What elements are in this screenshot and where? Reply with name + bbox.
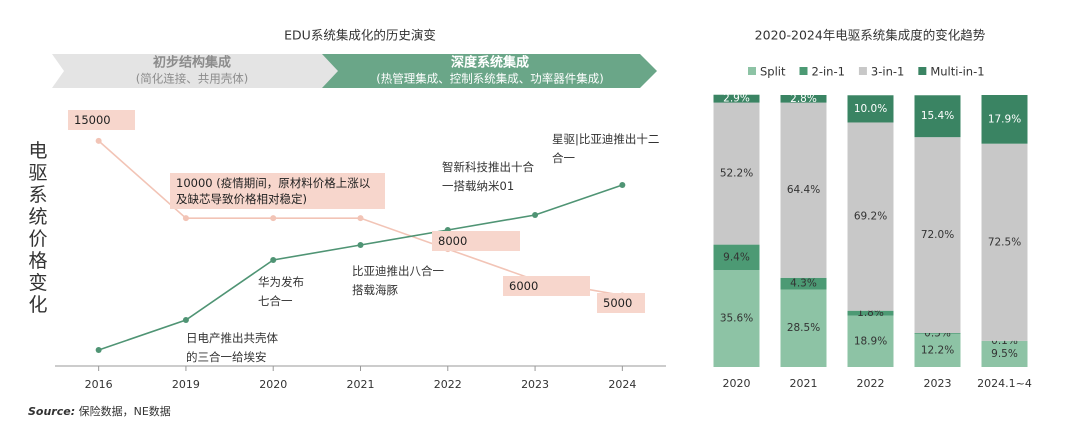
bar-segment bbox=[981, 341, 1028, 367]
bar-segment bbox=[847, 315, 894, 367]
annotation: 华为发布七合一 bbox=[258, 275, 304, 308]
left-title: EDU系统集成化的历史演变 bbox=[284, 28, 436, 43]
data-label: 15.4% bbox=[921, 110, 954, 122]
point bbox=[357, 215, 364, 222]
x-tick-label: 2022 bbox=[857, 377, 885, 390]
point bbox=[532, 212, 539, 218]
x-tick-label: 2020 bbox=[259, 378, 287, 391]
phase-title: 初步结构集成 bbox=[153, 55, 231, 71]
data-label: 52.2% bbox=[720, 168, 753, 180]
source: Source: 保险数据，NE数据 bbox=[28, 403, 171, 419]
data-label: 5000 bbox=[597, 293, 645, 313]
data-label: 18.9% bbox=[854, 335, 887, 347]
data-label: 8000 bbox=[432, 231, 520, 251]
legend-label: 3-in-1 bbox=[871, 65, 904, 79]
phase-subtitle: (简化连接、共用壳体) bbox=[136, 72, 248, 86]
data-label: 17.9% bbox=[988, 113, 1021, 125]
data-label: 2.8% bbox=[790, 93, 817, 105]
x-tick-label: 2021 bbox=[790, 377, 818, 390]
annotation: 智新科技推出十合一搭载纳米01 bbox=[442, 160, 534, 193]
data-label: 28.5% bbox=[787, 322, 820, 334]
point bbox=[95, 137, 102, 144]
point bbox=[270, 215, 277, 222]
bar-segment bbox=[780, 277, 827, 290]
x-tick-label: 2023 bbox=[924, 377, 952, 390]
bar-segment bbox=[914, 333, 961, 334]
legend-label: 2-in-1 bbox=[812, 65, 845, 79]
x-tick-label: 2024.1~4 bbox=[977, 377, 1032, 390]
data-label: 10.0% bbox=[854, 103, 887, 115]
data-label: 10000 (疫情期间，原材料价格上涨以及缺芯导致价格相对稳定) bbox=[170, 173, 385, 209]
bar-segment bbox=[713, 270, 760, 367]
data-label: 4.3% bbox=[790, 278, 817, 290]
x-tick-label: 2024 bbox=[608, 378, 636, 391]
legend-swatch bbox=[748, 67, 756, 75]
bar-segment bbox=[847, 122, 894, 311]
phase-subtitle: (热管理集成、控制系统集成、功率器件集成) bbox=[376, 72, 603, 86]
bar-segment bbox=[780, 102, 827, 278]
phase-banner bbox=[322, 54, 657, 88]
point bbox=[357, 242, 364, 248]
y-axis-label: 电驱系统价格变化 bbox=[28, 140, 48, 316]
source-label: Source: bbox=[28, 405, 76, 418]
bar-segment bbox=[847, 95, 894, 123]
phase-title: 深度系统集成 bbox=[451, 55, 529, 71]
point bbox=[619, 182, 626, 188]
annotation: 日电产推出共壳体的三合一给埃安 bbox=[186, 331, 278, 364]
data-label: 6000 bbox=[503, 276, 590, 296]
x-tick-label: 2016 bbox=[85, 378, 113, 391]
bar-segment bbox=[914, 95, 961, 138]
bar-segment bbox=[780, 95, 827, 103]
x-tick-label: 2022 bbox=[434, 378, 462, 391]
phase-banner bbox=[52, 54, 346, 88]
legend-swatch bbox=[858, 67, 867, 75]
data-label: 9.5% bbox=[991, 348, 1018, 360]
x-tick-label: 2023 bbox=[521, 378, 549, 391]
bar-segment bbox=[713, 102, 760, 245]
point bbox=[270, 257, 277, 263]
data-label: 9.4% bbox=[723, 251, 750, 263]
data-label: 35.6% bbox=[720, 313, 753, 325]
data-label: 64.4% bbox=[787, 184, 820, 196]
legend-label: Multi-in-1 bbox=[930, 65, 984, 79]
data-label: 72.5% bbox=[988, 236, 1021, 248]
bar-segment bbox=[981, 95, 1028, 144]
bar-segment bbox=[780, 289, 827, 367]
bar-segment bbox=[847, 310, 894, 316]
x-tick-label: 2021 bbox=[347, 378, 375, 391]
bar-segment bbox=[713, 94, 760, 103]
legend-swatch bbox=[918, 67, 927, 75]
x-tick-label: 2019 bbox=[172, 378, 200, 391]
data-label: 69.2% bbox=[854, 211, 887, 223]
bar-segment bbox=[914, 137, 961, 333]
bar-segment bbox=[713, 244, 760, 271]
source-text: 保险数据，NE数据 bbox=[78, 405, 171, 418]
point bbox=[182, 215, 189, 222]
annotation: 比亚迪推出八合一搭载海豚 bbox=[352, 264, 444, 297]
right-title: 2020-2024年电驱系统集成度的变化趋势 bbox=[755, 28, 986, 43]
bar-segment bbox=[914, 333, 961, 367]
data-label: 12.2% bbox=[921, 344, 954, 356]
legend-swatch bbox=[799, 67, 808, 75]
point bbox=[182, 317, 189, 323]
point bbox=[95, 347, 102, 353]
bar-segment bbox=[981, 143, 1028, 341]
x-tick-label: 2020 bbox=[723, 377, 751, 390]
data-label: 2.9% bbox=[723, 93, 750, 105]
annotation: 星驱|比亚迪推出十二合一 bbox=[552, 132, 660, 165]
data-label: 72.0% bbox=[921, 229, 954, 241]
legend-label: Split bbox=[760, 65, 786, 79]
data-label: 15000 bbox=[68, 110, 135, 130]
